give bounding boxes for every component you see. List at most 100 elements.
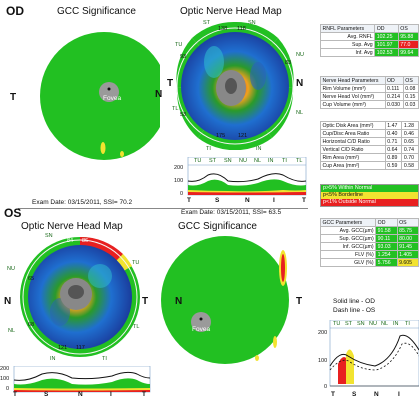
os-tsnit-axis-i: I [110, 391, 112, 398]
nerve-head-row-label: Rim Volume (mm³) [320, 84, 386, 93]
od-onh-exam-info: Exam Date: 03/15/2011, SSI= 63.5 [181, 209, 282, 216]
disc-row-od: 0.71 [384, 137, 403, 146]
od-tsnit-y-100: 100 [174, 178, 184, 184]
rnfl-row-od: 102.25 [374, 32, 399, 41]
gcc-row-label: Inf. GCC(µm) [319, 242, 377, 251]
compare-top-in: IN [393, 321, 399, 327]
od-tsnit-axis-n: N [245, 197, 250, 204]
table-row: Optic Disk Area (mm²) 1.47 1.28 [320, 121, 419, 130]
disc-row-od: 0.59 [384, 161, 403, 170]
od-tsnit-top-tu: TU [194, 158, 202, 164]
os-value-ti: 117 [76, 345, 85, 351]
nerve-head-header-label: Nerve Head Parameters [320, 76, 386, 85]
nerve-head-parameters-table: Nerve Head Parameters OD OS Rim Volume (mm… [320, 76, 419, 109]
gcc-row-od: 91.58 [375, 226, 398, 235]
table-row: Sup. Avg 101.97 77.0 [319, 40, 419, 49]
disc-row-label: Optic Disk Area (mm²) [320, 121, 386, 130]
table-row: Cup/Disc Area Ratio 0.40 0.46 [320, 129, 419, 138]
compare-dash-legend: Dash line - OS [333, 307, 376, 314]
compare-top-nl: NL [381, 321, 389, 327]
legend-within-normal: p>5% Within Normal [321, 185, 418, 192]
od-sector-ti: TI [206, 146, 211, 152]
os-tsnit-y-200: 200 [0, 366, 10, 372]
nerve-head-row-label: Nerve Head Vol (mm³) [320, 92, 386, 101]
disc-row-label: Cup Area (mm²) [320, 161, 386, 170]
od-os-divider [18, 208, 308, 209]
od-value-tu: 93 [180, 54, 187, 60]
os-value-sn: 84 [67, 238, 74, 244]
os-sector-st: ST [102, 233, 110, 239]
od-value-sn: 118 [237, 26, 246, 32]
gcc-row-os: 9.605 [396, 258, 419, 267]
disc-row-od: 0.40 [384, 129, 403, 138]
table-row: Inf. Avg 102.53 99.64 [319, 48, 419, 57]
od-tsnit-axis-s: S [215, 197, 220, 204]
legend-borderline: p<5% Borderline [321, 192, 418, 199]
nerve-head-header-os: OS [402, 76, 419, 85]
gcc-row-od: 90.11 [375, 234, 398, 243]
os-gcc-title: GCC Significance [178, 221, 257, 232]
significance-legend: p>5% Within Normal p<5% Borderline p<1% … [320, 184, 419, 207]
nerve-head-row-os: 0.08 [402, 84, 419, 93]
od-tsnit-top-sn: SN [224, 158, 232, 164]
gcc-row-label: Avg. GCC(µm) [319, 226, 377, 235]
od-gcc-title: GCC Significance [57, 6, 136, 17]
od-tsnit-top-in: IN [268, 158, 274, 164]
gcc-header-os: OS [396, 218, 419, 227]
compare-top-nu: NU [369, 321, 377, 327]
od-os-comparison-plot [329, 320, 419, 387]
rnfl-row-od: 101.97 [374, 40, 399, 49]
rnfl-header-od: OD [374, 24, 399, 33]
rnfl-parameters-table: RNFL Parameters OD OS Avg. RNFL 102.25 95.88… [319, 24, 419, 57]
rnfl-row-label: Inf. Avg [319, 48, 376, 57]
compare-top-tu: TU [333, 321, 341, 327]
os-sector-in: IN [50, 356, 56, 362]
rnfl-row-label: Avg. RNFL [319, 32, 376, 41]
disc-row-os: 0.70 [401, 153, 419, 162]
od-sector-tl: TL [172, 106, 179, 112]
od-sector-in: IN [256, 146, 262, 152]
od-sector-nu: NU [296, 52, 304, 58]
compare-axis-n: N [374, 391, 379, 398]
os-onh-title: Optic Nerve Head Map [21, 221, 123, 232]
table-row: FLV (%) 1.254 1.405 [319, 250, 419, 259]
nerve-head-row-od: 0.214 [384, 92, 404, 101]
compare-y-0: 0 [324, 384, 328, 390]
os-sector-tu: TU [132, 260, 140, 266]
os-fovea-label: Fovea [192, 326, 211, 333]
gcc-row-od: 93.03 [375, 242, 398, 251]
compare-solid-legend: Solid line - OD [333, 298, 375, 305]
table-row: Vertical C/D Ratio 0.64 0.74 [320, 145, 419, 154]
od-gcc-significance-map [40, 32, 160, 160]
od-onh-thickness-map [176, 21, 294, 150]
os-value-nu: 65 [28, 276, 35, 282]
os-gcc-significance-map [161, 236, 289, 364]
os-tsnit-axis-n: N [78, 391, 83, 398]
table-row: Avg. RNFL 102.25 95.88 [319, 32, 419, 41]
nerve-head-row-od: 0.030 [384, 100, 404, 109]
compare-axis-t: T [331, 391, 335, 398]
compare-top-sn: SN [357, 321, 365, 327]
os-tsnit-plot [13, 366, 151, 393]
compare-y-100: 100 [318, 358, 328, 364]
od-tsnit-y-200: 200 [174, 165, 184, 171]
table-row: Rim Volume (mm³) 0.111 0.08 [320, 84, 419, 93]
rnfl-row-os: 95.88 [397, 32, 419, 41]
os-sector-sn: SN [45, 233, 53, 239]
od-onh-nasal-label: N [296, 78, 304, 89]
od-onh-title: Optic Nerve Head Map [180, 6, 282, 17]
gcc-row-os: 85.75 [396, 226, 419, 235]
gcc-row-label: FLV (%) [319, 250, 377, 259]
gcc-row-os: 1.405 [396, 250, 419, 259]
disc-row-od: 0.64 [384, 145, 403, 154]
gcc-row-label: GLV (%) [319, 258, 377, 267]
rnfl-row-od: 102.53 [374, 48, 399, 57]
gcc-row-od: 5.756 [375, 258, 398, 267]
os-sector-ti: TI [102, 356, 107, 362]
table-row: Sup. GCC(µm) 90.11 80.00 [319, 234, 419, 243]
gcc-header-od: OD [375, 218, 398, 227]
od-tsnit-y-0: 0 [180, 191, 184, 197]
od-fovea-label: Fovea [103, 95, 122, 102]
disc-row-label: Vertical C/D Ratio [320, 145, 386, 154]
od-sector-sn: SN [248, 20, 256, 26]
